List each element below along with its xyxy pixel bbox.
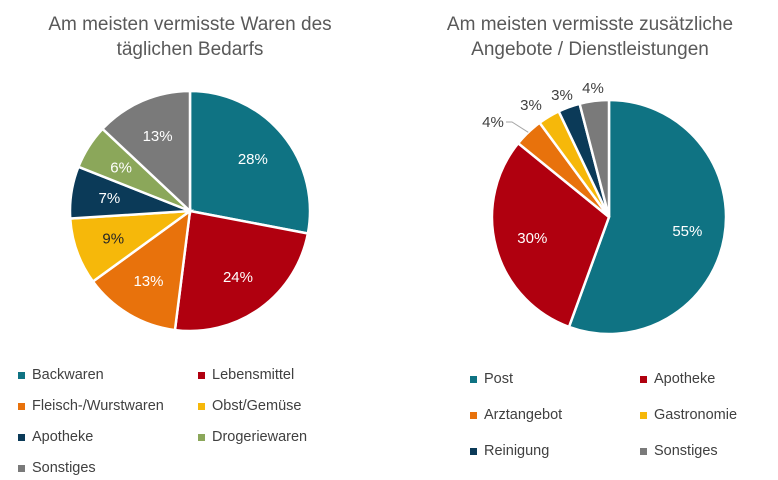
legend-swatch bbox=[18, 371, 25, 379]
legend-label: Obst/Gemüse bbox=[212, 398, 302, 414]
legend-label: Arztangebot bbox=[484, 407, 563, 423]
right-legend-item: Sonstiges bbox=[640, 443, 718, 459]
left-slice-backwaren bbox=[188, 89, 312, 235]
legend-label: Drogeriewaren bbox=[212, 429, 308, 445]
right-legend-item: Apotheke bbox=[640, 371, 715, 387]
right-legend-item: Reinigung bbox=[470, 443, 549, 459]
legend-swatch bbox=[198, 433, 205, 441]
left-legend-item: Lebensmittel bbox=[198, 367, 294, 383]
left-legend-item: Sonstiges bbox=[18, 460, 96, 476]
left-data-label: 7% bbox=[99, 190, 121, 207]
legend-label: Backwaren bbox=[32, 367, 104, 383]
legend-swatch bbox=[18, 402, 25, 410]
legend-label: Apotheke bbox=[654, 371, 716, 387]
right-data-label: 3% bbox=[551, 87, 573, 104]
left-legend-item: Backwaren bbox=[18, 367, 104, 383]
right-data-label: 30% bbox=[517, 230, 547, 247]
left-data-label: 13% bbox=[133, 273, 163, 290]
right-legend-item: Post bbox=[470, 371, 513, 387]
legend-label: Fleisch-/Wurstwaren bbox=[32, 398, 164, 414]
legend-swatch bbox=[18, 433, 25, 441]
legend-swatch bbox=[640, 447, 647, 455]
legend-label: Apotheke bbox=[32, 429, 94, 445]
right-slice-sonstiges bbox=[578, 98, 611, 218]
left-data-label: 9% bbox=[102, 231, 124, 248]
legend-label: Sonstiges bbox=[32, 460, 96, 476]
right-data-label: 4% bbox=[582, 80, 604, 97]
right-slice-post bbox=[567, 98, 728, 336]
right-data-label: 55% bbox=[672, 223, 702, 240]
legend-label: Sonstiges bbox=[654, 443, 718, 459]
legend-label: Lebensmittel bbox=[212, 367, 295, 383]
left-slice-fleisch-wurstwaren bbox=[91, 208, 192, 332]
left-data-label: 28% bbox=[238, 151, 268, 168]
left-legend-item: Fleisch-/Wurstwaren bbox=[18, 398, 164, 414]
legend-swatch bbox=[640, 375, 647, 383]
left-data-label: 6% bbox=[110, 159, 132, 176]
legend-label: Reinigung bbox=[484, 443, 550, 459]
right-data-label: 3% bbox=[520, 97, 542, 114]
legend-swatch bbox=[470, 375, 477, 383]
leader-line bbox=[506, 121, 529, 133]
legend-swatch bbox=[18, 464, 25, 472]
legend-swatch bbox=[640, 411, 647, 419]
left-slice-lebensmittel bbox=[173, 209, 310, 333]
right-chart-title: Am meisten vermisste zusätzliche Angebot… bbox=[446, 14, 734, 60]
right-legend-item: Arztangebot bbox=[470, 407, 562, 423]
legend-label: Gastronomie bbox=[654, 407, 738, 423]
right-data-label: 4% bbox=[482, 114, 504, 131]
legend-label: Post bbox=[484, 371, 514, 387]
left-legend-item: Obst/Gemüse bbox=[198, 398, 301, 414]
left-legend-item: Drogeriewaren bbox=[198, 429, 307, 445]
legend-swatch bbox=[198, 402, 205, 410]
left-legend-item: Apotheke bbox=[18, 429, 93, 445]
right-legend-item: Gastronomie bbox=[640, 407, 737, 423]
right-slice-apotheke bbox=[490, 141, 611, 329]
legend-swatch bbox=[470, 411, 477, 419]
left-chart-title: Am meisten vermisste Waren des täglichen… bbox=[48, 14, 332, 60]
left-slice-sonstiges bbox=[100, 89, 192, 214]
left-data-label: 13% bbox=[143, 128, 173, 145]
legend-swatch bbox=[198, 371, 205, 379]
legend-swatch bbox=[470, 447, 477, 455]
left-data-label: 24% bbox=[223, 269, 253, 286]
